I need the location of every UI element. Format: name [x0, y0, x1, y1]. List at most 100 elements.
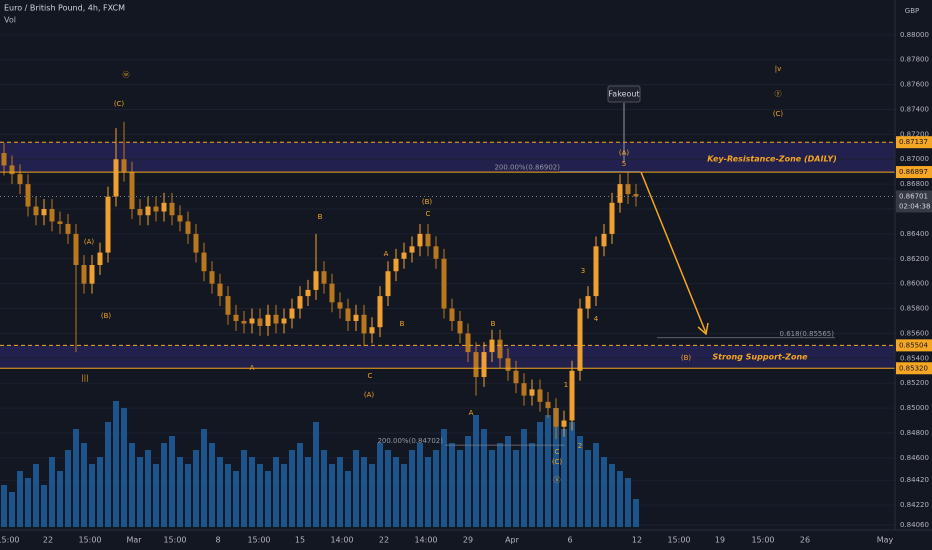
candle-body: [505, 358, 511, 371]
volume-bar: [113, 401, 119, 527]
candle-body: [497, 339, 503, 359]
wave-label: A: [384, 250, 389, 258]
candle-body: [97, 252, 103, 265]
volume-bar: [577, 436, 583, 527]
volume-bar: [585, 450, 591, 527]
candle-body: [257, 318, 263, 326]
candle-body: [553, 408, 559, 427]
candle-body: [161, 202, 167, 212]
y-tick-label: 0.84060: [900, 521, 929, 529]
volume-bar: [233, 471, 239, 527]
x-tick-label: Mar: [126, 536, 142, 545]
candle-body: [209, 271, 215, 284]
wave-label: (B): [422, 198, 433, 206]
candle-body: [609, 202, 615, 234]
volume-bar: [417, 443, 423, 527]
volume-bar: [185, 464, 191, 527]
wave-labels: ⓦ (C) (A) (B) ||| B A B C (A) (B) C B A …: [81, 65, 783, 484]
volume-bar: [369, 464, 375, 527]
wave-label: (B): [681, 354, 692, 362]
candle-body: [545, 401, 551, 409]
x-tick-label: 29: [463, 536, 473, 545]
volume-bar: [505, 436, 511, 527]
volume-bar: [609, 464, 615, 527]
candle-body: [601, 233, 607, 247]
wave-label: B: [318, 213, 323, 221]
wave-label: |v: [775, 65, 782, 73]
y-tick-label: 0.87200: [900, 130, 929, 138]
wave-label: (A): [84, 238, 95, 246]
x-tick-label: 22: [379, 536, 389, 545]
volume-bar: [569, 422, 575, 527]
volume-bar: [265, 471, 271, 527]
x-tick-label: 15:00: [78, 536, 101, 545]
price-label: 0.87137: [899, 138, 928, 146]
price-label: 0.85320: [899, 364, 928, 372]
price-label-box: [896, 190, 932, 213]
y-tick-label: 0.88000: [900, 31, 929, 39]
candle-body: [17, 174, 23, 185]
x-tick-label: 14:00: [330, 536, 353, 545]
volume-bar: [9, 492, 15, 527]
volume-bar: [425, 457, 431, 527]
zones: [0, 142, 895, 369]
candle-body: [201, 252, 207, 272]
volume-bar: [633, 499, 639, 527]
candle-body: [281, 318, 287, 324]
candle-body: [585, 296, 591, 309]
volume-bar: [33, 464, 39, 527]
volume-bar: [313, 422, 319, 527]
volume-bar: [625, 478, 631, 527]
volume-bar: [65, 450, 71, 527]
y-tick-label: 0.85400: [900, 354, 929, 362]
candle-body: [537, 389, 543, 402]
volume-bar: [401, 464, 407, 527]
candle-body: [377, 296, 383, 328]
candle-body: [369, 327, 375, 334]
volume-bar: [137, 457, 143, 527]
volume-bar: [289, 450, 295, 527]
candle-body: [409, 246, 415, 253]
volume-bar: [465, 436, 471, 527]
volume-bar: [297, 443, 303, 527]
y-tick-label: 0.87800: [900, 56, 929, 64]
volume-bar: [329, 464, 335, 527]
volume-bar: [73, 429, 79, 527]
volume-bar: [529, 443, 535, 527]
wave-label: ⓧ: [554, 476, 561, 484]
candle-body: [57, 221, 63, 224]
zone: [0, 142, 895, 173]
price-label: 0.85504: [899, 341, 928, 349]
y-tick-label: 0.84420: [900, 476, 929, 484]
wave-label: C: [426, 210, 431, 218]
volume-bar: [281, 464, 287, 527]
volume-bar: [337, 457, 343, 527]
wave-label: A: [250, 364, 255, 372]
volume-bar: [41, 485, 47, 527]
volume-bar: [441, 429, 447, 527]
candle-body: [177, 215, 183, 222]
candle-body: [353, 314, 359, 321]
price-label: 0.86701: [899, 192, 928, 200]
candle-body: [337, 302, 343, 309]
volume-bar: [177, 457, 183, 527]
x-tick-label: 19: [715, 536, 725, 545]
volume-bar: [57, 471, 63, 527]
volume-bar: [393, 457, 399, 527]
candle-body: [1, 153, 7, 166]
wave-label: B: [491, 320, 496, 328]
y-tick-label: 0.85000: [900, 404, 929, 412]
volume-bar: [241, 450, 247, 527]
x-tick-label: 15: [295, 536, 305, 545]
candle-body: [625, 184, 631, 195]
candle-body: [9, 165, 15, 175]
x-tick-label: 12: [632, 536, 642, 545]
volume-bar: [129, 443, 135, 527]
wave-label: |||: [81, 374, 88, 382]
grid: [0, 34, 895, 526]
volume-bar: [345, 471, 351, 527]
candle-body: [73, 233, 79, 265]
volume-bar: [1, 485, 7, 527]
fib-label: 200.00%(0.84702): [377, 437, 443, 445]
zone: [0, 345, 895, 369]
